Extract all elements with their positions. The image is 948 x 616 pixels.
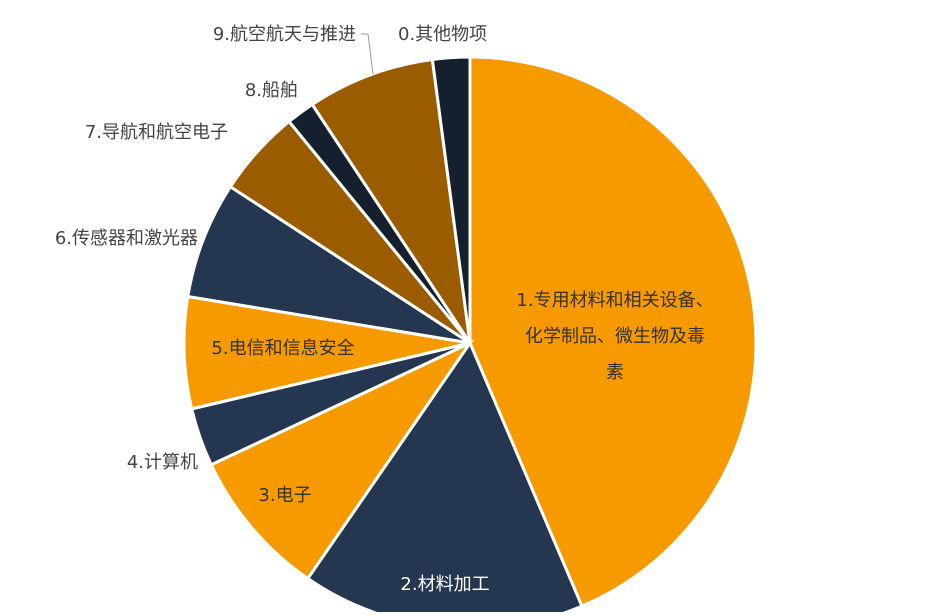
slice-label-4: 5.电信和信息安全 bbox=[211, 338, 354, 359]
pie-slice-5 bbox=[186, 184, 471, 345]
slice-label-9: 0.其他物项 bbox=[398, 24, 487, 45]
slice-label-2: 3.电子 bbox=[258, 485, 311, 506]
pie-slice-4 bbox=[182, 294, 471, 411]
pie-slice-2 bbox=[209, 339, 475, 581]
slice-label-8: 9.航空航天与推进 bbox=[213, 24, 356, 45]
pie-slice-1 bbox=[305, 339, 584, 616]
slice-label-3: 4.计算机 bbox=[127, 452, 198, 473]
pie-slice-8 bbox=[310, 57, 472, 344]
slice-label-7: 8.船舶 bbox=[245, 80, 298, 101]
pie-slice-9 bbox=[430, 55, 472, 344]
slice-label-1: 2.材料加工 bbox=[400, 574, 489, 595]
pie-slice-0 bbox=[468, 55, 758, 609]
slice-label-0: 1.专用材料和相关设备、化学制品、微生物及毒素 bbox=[516, 290, 713, 383]
slice-label-6: 7.导航和航空电子 bbox=[85, 122, 228, 143]
slice-label-5: 6.传感器和激光器 bbox=[55, 228, 198, 249]
leader-line bbox=[361, 33, 374, 75]
